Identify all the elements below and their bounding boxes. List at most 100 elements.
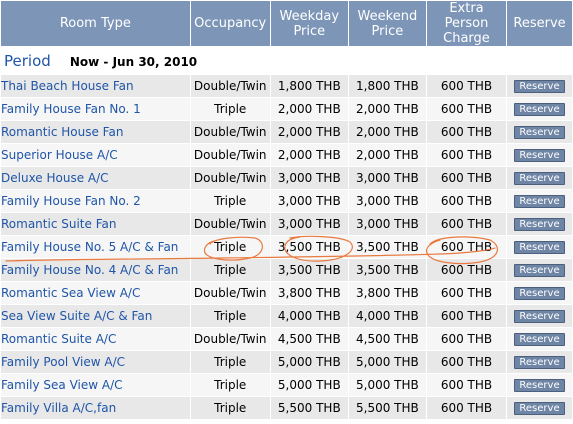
- reserve-button[interactable]: Reserve: [514, 310, 565, 323]
- reserve-button[interactable]: Reserve: [514, 379, 565, 392]
- reserve-cell: Reserve: [507, 121, 572, 143]
- room-name-link[interactable]: Family Sea View A/C: [1, 374, 190, 396]
- weekday-price-cell: 5,500 THB: [270, 397, 348, 419]
- weekend-price-cell: 5,500 THB: [348, 397, 426, 419]
- reserve-button[interactable]: Reserve: [514, 80, 565, 93]
- room-name-link[interactable]: Romantic Sea View A/C: [1, 282, 190, 304]
- room-name-link[interactable]: Romantic House Fan: [1, 121, 190, 143]
- reserve-button[interactable]: Reserve: [514, 218, 565, 231]
- room-name-link[interactable]: Deluxe House A/C: [1, 167, 190, 189]
- header-reserve: Reserve: [507, 1, 572, 46]
- room-name-link[interactable]: Family House Fan No. 2: [1, 190, 190, 212]
- occupancy-cell: Triple: [190, 374, 270, 396]
- room-name-link[interactable]: Family House No. 5 A/C & Fan: [1, 236, 190, 258]
- occupancy-cell: Double/Twin: [190, 167, 270, 189]
- reserve-cell: Reserve: [507, 190, 572, 212]
- weekday-price-cell: 3,000 THB: [270, 213, 348, 235]
- extra-charge-cell: 600 THB: [426, 374, 507, 396]
- room-name-link[interactable]: Superior House A/C: [1, 144, 190, 166]
- table-row: Thai Beach House Fan Double/Twin 1,800 THB…: [1, 75, 572, 97]
- weekday-price-cell: 3,000 THB: [270, 167, 348, 189]
- room-name-link[interactable]: Thai Beach House Fan: [1, 75, 190, 97]
- reserve-cell: Reserve: [507, 167, 572, 189]
- occupancy-cell: Double/Twin: [190, 75, 270, 97]
- occupancy-cell: Triple: [190, 98, 270, 120]
- occupancy-cell: Double/Twin: [190, 282, 270, 304]
- weekday-price-cell: 2,000 THB: [270, 98, 348, 120]
- extra-charge-cell: 600 THB: [426, 282, 507, 304]
- extra-charge-cell: 600 THB: [426, 98, 507, 120]
- reserve-button[interactable]: Reserve: [514, 103, 565, 116]
- weekday-price-cell: 5,000 THB: [270, 351, 348, 373]
- occupancy-cell: Triple: [190, 351, 270, 373]
- period-cell: Period Now - Jun 30, 2010: [1, 47, 572, 74]
- header-extra-person-charge: Extra Person Charge: [426, 1, 507, 46]
- extra-charge-cell: 600 THB: [426, 144, 507, 166]
- room-name-link[interactable]: Family Villa A/C,fan: [1, 397, 190, 419]
- room-name-link[interactable]: Family House Fan No. 1: [1, 98, 190, 120]
- reserve-button[interactable]: Reserve: [514, 241, 565, 254]
- reserve-button[interactable]: Reserve: [514, 356, 565, 369]
- reserve-cell: Reserve: [507, 305, 572, 327]
- extra-charge-cell: 600 THB: [426, 213, 507, 235]
- weekday-price-cell: 3,800 THB: [270, 282, 348, 304]
- extra-charge-cell: 600 THB: [426, 121, 507, 143]
- extra-charge-cell: 600 THB: [426, 351, 507, 373]
- weekday-price-cell: 3,000 THB: [270, 190, 348, 212]
- weekday-price-cell: 2,000 THB: [270, 121, 348, 143]
- occupancy-cell: Double/Twin: [190, 144, 270, 166]
- table-row: Family Sea View A/C Triple 5,000 THB 5,000 …: [1, 374, 572, 396]
- reserve-button[interactable]: Reserve: [514, 402, 565, 415]
- weekday-price-cell: 4,000 THB: [270, 305, 348, 327]
- header-weekday-price: Weekday Price: [270, 1, 348, 46]
- weekend-price-cell: 1,800 THB: [348, 75, 426, 97]
- weekday-price-cell: 3,500 THB: [270, 259, 348, 281]
- occupancy-cell: Double/Twin: [190, 121, 270, 143]
- reserve-cell: Reserve: [507, 75, 572, 97]
- header-occupancy: Occupancy: [190, 1, 270, 46]
- room-name-link[interactable]: Family Pool View A/C: [1, 351, 190, 373]
- reserve-cell: Reserve: [507, 98, 572, 120]
- weekend-price-cell: 3,500 THB: [348, 259, 426, 281]
- reserve-button[interactable]: Reserve: [514, 126, 565, 139]
- table-row: Deluxe House A/C Double/Twin 3,000 THB 3,00…: [1, 167, 572, 189]
- extra-charge-cell: 600 THB: [426, 236, 507, 258]
- weekday-price-cell: 4,500 THB: [270, 328, 348, 350]
- table-row: Romantic Suite Fan Double/Twin 3,000 THB 3,…: [1, 213, 572, 235]
- reserve-button[interactable]: Reserve: [514, 333, 565, 346]
- weekend-price-cell: 3,000 THB: [348, 213, 426, 235]
- reserve-button[interactable]: Reserve: [514, 172, 565, 185]
- extra-charge-cell: 600 THB: [426, 190, 507, 212]
- occupancy-cell: Triple: [190, 305, 270, 327]
- room-name-link[interactable]: Romantic Suite Fan: [1, 213, 190, 235]
- weekend-price-cell: 3,500 THB: [348, 236, 426, 258]
- table-row: Family House No. 5 A/C & Fan Triple 3,500 …: [1, 236, 572, 258]
- reserve-button[interactable]: Reserve: [514, 264, 565, 277]
- table-header-row: Room Type Occupancy Weekday Price Weekend…: [1, 1, 572, 46]
- reserve-cell: Reserve: [507, 328, 572, 350]
- weekday-price-cell: 5,000 THB: [270, 374, 348, 396]
- reserve-button[interactable]: Reserve: [514, 287, 565, 300]
- weekend-price-cell: 3,000 THB: [348, 167, 426, 189]
- header-room-type: Room Type: [1, 1, 190, 46]
- occupancy-cell: Triple: [190, 236, 270, 258]
- extra-charge-cell: 600 THB: [426, 259, 507, 281]
- room-name-link[interactable]: Romantic Suite A/C: [1, 328, 190, 350]
- weekend-price-cell: 4,000 THB: [348, 305, 426, 327]
- occupancy-cell: Triple: [190, 190, 270, 212]
- room-name-link[interactable]: Sea View Suite A/C & Fan: [1, 305, 190, 327]
- reserve-button[interactable]: Reserve: [514, 149, 565, 162]
- weekend-price-cell: 2,000 THB: [348, 98, 426, 120]
- table-row: Family Pool View A/C Triple 5,000 THB 5,000…: [1, 351, 572, 373]
- extra-charge-cell: 600 THB: [426, 397, 507, 419]
- reserve-cell: Reserve: [507, 282, 572, 304]
- reserve-cell: Reserve: [507, 351, 572, 373]
- table-row: Romantic Sea View A/C Double/Twin 3,800 TH…: [1, 282, 572, 304]
- reserve-button[interactable]: Reserve: [514, 195, 565, 208]
- weekday-price-cell: 2,000 THB: [270, 144, 348, 166]
- weekend-price-cell: 2,000 THB: [348, 144, 426, 166]
- room-name-link[interactable]: Family House No. 4 A/C & Fan: [1, 259, 190, 281]
- weekend-price-cell: 3,800 THB: [348, 282, 426, 304]
- table-row: Family House Fan No. 1 Triple 2,000 THB 2,0…: [1, 98, 572, 120]
- occupancy-cell: Double/Twin: [190, 213, 270, 235]
